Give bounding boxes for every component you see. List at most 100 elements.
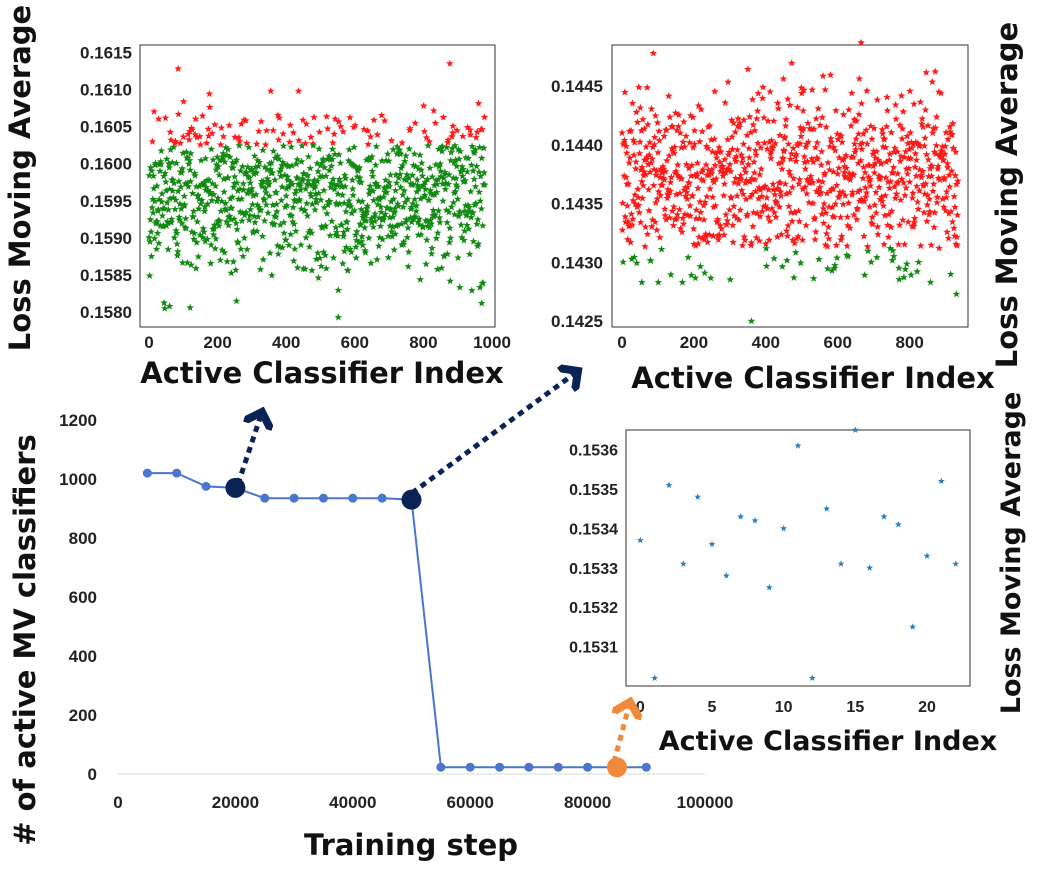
data-point bbox=[282, 236, 290, 244]
data-point bbox=[279, 129, 287, 138]
x-tick-label: 400 bbox=[272, 333, 300, 352]
data-point bbox=[946, 122, 954, 130]
data-point bbox=[393, 149, 401, 158]
data-point bbox=[351, 231, 360, 239]
data-point bbox=[178, 164, 187, 172]
data-point bbox=[636, 536, 644, 544]
data-point bbox=[445, 170, 453, 178]
data-point bbox=[153, 229, 162, 237]
data-point bbox=[848, 89, 856, 97]
data-point bbox=[929, 124, 938, 132]
data-point bbox=[153, 217, 161, 225]
data-point bbox=[303, 211, 312, 220]
data-point bbox=[435, 213, 444, 221]
data-point bbox=[194, 191, 202, 199]
data-point bbox=[811, 143, 820, 151]
data-point bbox=[396, 150, 405, 158]
data-point bbox=[341, 171, 349, 179]
data-point bbox=[631, 164, 640, 172]
data-point bbox=[753, 114, 761, 122]
data-point bbox=[413, 181, 422, 189]
data-point bbox=[413, 175, 421, 184]
data-point bbox=[214, 162, 223, 170]
data-point bbox=[235, 133, 243, 141]
data-point bbox=[452, 180, 461, 189]
data-point bbox=[872, 208, 880, 217]
bottom-left-x-label: Training step bbox=[304, 828, 518, 862]
data-point bbox=[696, 197, 704, 205]
data-point bbox=[735, 123, 743, 131]
data-point bbox=[371, 161, 380, 169]
data-point bbox=[903, 132, 911, 140]
data-point bbox=[239, 179, 248, 187]
data-point bbox=[774, 184, 782, 192]
data-point bbox=[192, 238, 201, 246]
data-point bbox=[776, 178, 784, 186]
data-point bbox=[781, 122, 790, 130]
data-point bbox=[899, 178, 908, 187]
data-point bbox=[823, 242, 832, 250]
data-point bbox=[444, 136, 452, 144]
data-point bbox=[947, 207, 955, 215]
data-point bbox=[427, 189, 435, 197]
x-tick-label: 20000 bbox=[212, 793, 259, 812]
data-point bbox=[898, 124, 907, 133]
data-point bbox=[923, 200, 932, 209]
data-point bbox=[386, 213, 394, 221]
data-point bbox=[461, 176, 470, 184]
data-point bbox=[316, 254, 324, 262]
data-point bbox=[335, 200, 344, 208]
data-point bbox=[739, 190, 747, 198]
data-point bbox=[734, 179, 743, 187]
data-point bbox=[632, 108, 641, 116]
data-point bbox=[757, 164, 765, 173]
data-point bbox=[651, 111, 660, 119]
data-point bbox=[222, 217, 231, 225]
data-point bbox=[293, 155, 301, 163]
data-point bbox=[645, 206, 653, 214]
data-point bbox=[750, 168, 759, 176]
data-point bbox=[914, 139, 922, 147]
data-point bbox=[358, 232, 366, 240]
data-point bbox=[334, 286, 343, 294]
data-point bbox=[360, 223, 369, 231]
data-point bbox=[901, 147, 910, 155]
data-point bbox=[323, 124, 332, 132]
data-point bbox=[648, 154, 656, 163]
data-point bbox=[253, 227, 261, 235]
data-point bbox=[236, 166, 245, 175]
data-point bbox=[843, 242, 851, 250]
data-point bbox=[747, 238, 756, 246]
data-point bbox=[629, 136, 638, 144]
data-point bbox=[816, 183, 824, 191]
data-point bbox=[675, 205, 684, 213]
data-point bbox=[319, 248, 328, 256]
top-left-x-label: Active Classifier Index bbox=[140, 356, 504, 390]
data-point bbox=[215, 171, 224, 179]
data-point bbox=[252, 190, 260, 198]
data-point bbox=[211, 182, 220, 190]
data-point bbox=[159, 172, 168, 180]
data-point bbox=[388, 222, 397, 231]
y-tick-label: 0.1600 bbox=[80, 155, 132, 174]
data-point bbox=[703, 192, 711, 200]
data-point bbox=[418, 172, 427, 180]
data-point bbox=[696, 262, 705, 270]
data-point bbox=[630, 253, 638, 261]
data-point bbox=[695, 214, 704, 222]
data-point bbox=[350, 206, 359, 214]
data-point bbox=[637, 166, 645, 174]
data-point bbox=[642, 142, 650, 151]
data-point bbox=[273, 207, 281, 215]
data-point bbox=[388, 232, 396, 240]
data-point bbox=[913, 182, 921, 190]
data-point bbox=[711, 87, 719, 95]
data-point bbox=[670, 149, 678, 157]
data-point bbox=[910, 218, 919, 226]
data-point bbox=[438, 179, 447, 188]
data-point bbox=[662, 126, 671, 134]
data-point bbox=[435, 162, 443, 170]
data-point bbox=[818, 210, 826, 218]
data-point bbox=[663, 194, 672, 202]
data-point bbox=[765, 583, 773, 591]
